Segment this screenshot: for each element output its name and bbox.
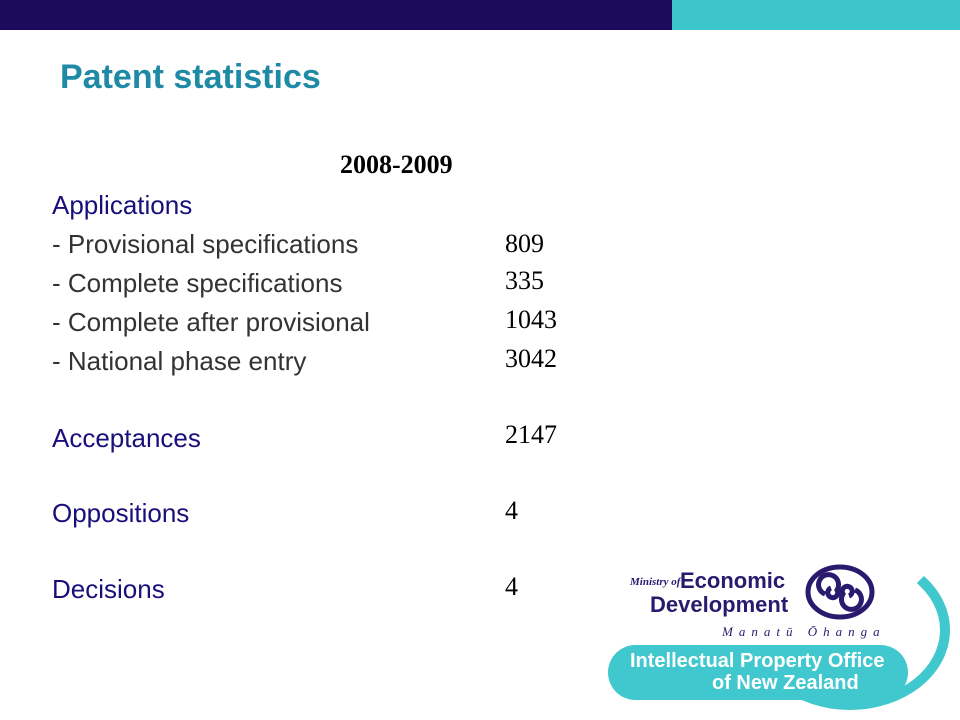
row-value-oppositions: 4 [505,496,518,525]
logo-development: Development [650,592,789,617]
logo-economic: Economic [680,568,786,593]
row-value-national-phase: 3042 [505,344,557,373]
row-label-complete: - Complete specifications [52,268,343,298]
row-value-complete: 335 [505,266,544,295]
period-heading: 2008-2009 [340,150,453,179]
logo-manatu: Manatū Ōhanga [722,624,886,639]
logo-arc-shape [750,550,950,710]
row-value-decisions: 4 [505,572,518,601]
row-label-applications: Applications [52,190,193,220]
slide-title: Patent statistics [60,58,321,96]
row-label-national-phase: - National phase entry [52,346,307,376]
header-bar-teal [672,0,960,30]
row-label-complete-after-provisional: - Complete after provisional [52,307,370,337]
row-label-provisional: - Provisional specifications [52,229,359,259]
row-value-provisional: 809 [505,229,544,258]
logo-band-shape [608,645,908,700]
ministry-logo: Ministry of Economic Development Manatū … [600,550,950,710]
koru-icon [805,564,875,620]
row-value-complete-after-provisional: 1043 [505,305,557,334]
row-value-acceptances: 2147 [505,420,557,449]
row-label-oppositions: Oppositions [52,498,190,528]
logo-ministry-of: Ministry of [630,576,681,588]
row-label-acceptances: Acceptances [52,423,201,453]
logo-ipo-line2: of New Zealand [712,672,859,694]
row-label-decisions: Decisions [52,574,165,604]
header-bar-navy [0,0,672,30]
logo-ipo-line1: Intellectual Property Office [630,650,885,672]
